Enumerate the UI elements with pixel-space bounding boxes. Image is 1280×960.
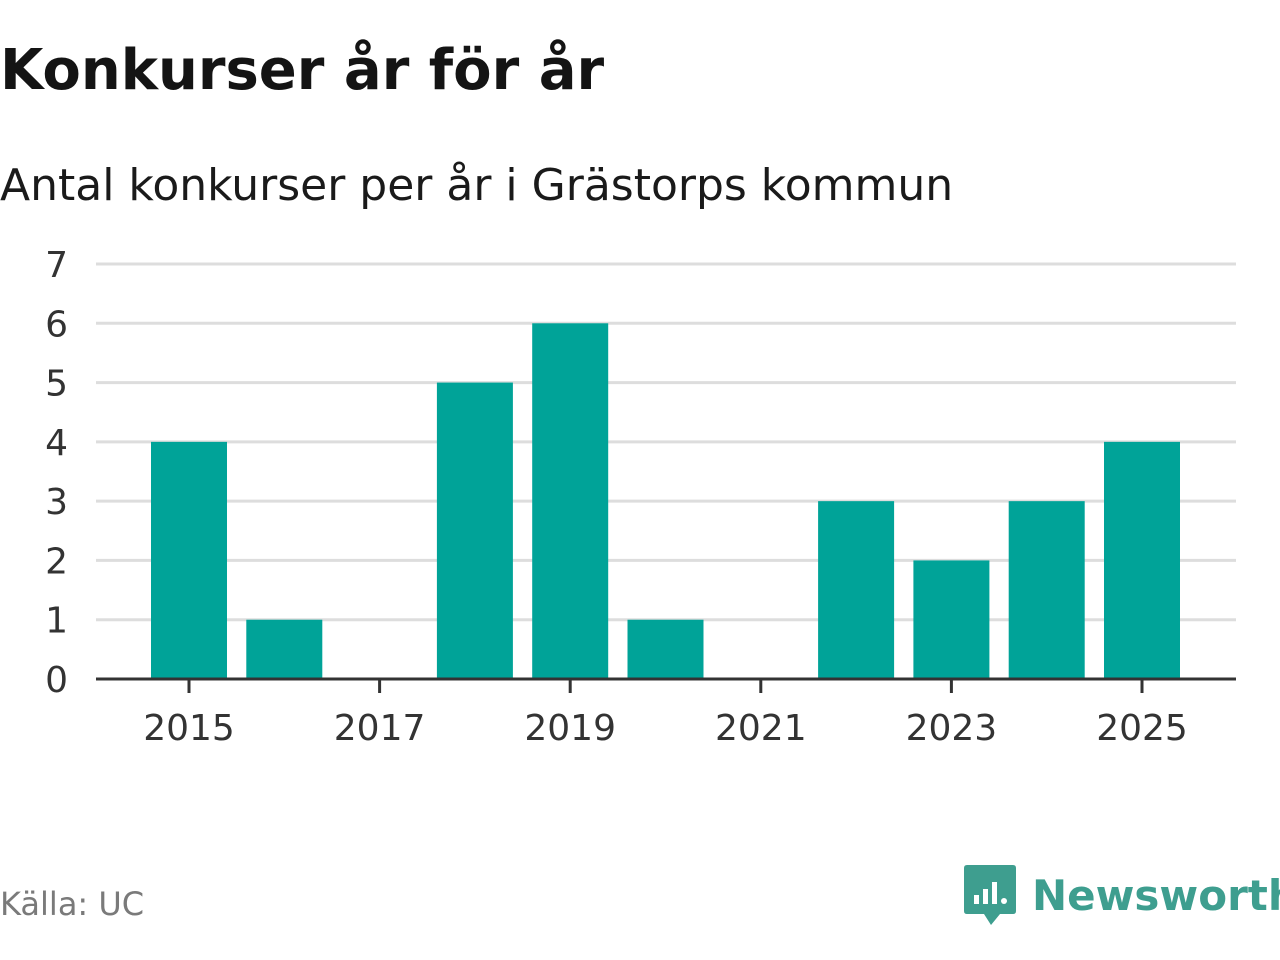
x-axis-ticks: 2015 2017 2019 2021 2023 2025 [143,679,1188,749]
x-tick-label: 2023 [906,708,998,749]
bar [151,441,227,679]
x-tick-label: 2021 [715,708,807,749]
bar [246,619,323,679]
brand-name: Newsworthy [1032,871,1280,920]
x-tick-label: 2025 [1096,708,1188,749]
y-axis-ticks: 0 1 2 3 4 5 6 7 [45,245,68,701]
bar [532,323,609,679]
bar [913,560,990,679]
bar-chart: 0 1 2 3 4 5 6 7 2015 2017 2019 2021 2023 2025 [45,245,1236,749]
y-tick-label: 2 [45,541,68,582]
y-tick-label: 3 [45,482,68,523]
y-tick-label: 6 [45,304,68,345]
brand: Newsworthy [964,864,1280,928]
bar [436,382,513,679]
y-tick-label: 0 [45,660,68,701]
y-tick-label: 4 [45,423,68,464]
x-tick-label: 2017 [334,708,426,749]
chart-title: Konkurser år för år [0,38,605,103]
bar [818,501,895,679]
bar [1008,501,1085,679]
bars [151,323,1180,679]
chart-subtitle: Antal konkurser per år i Grästorps kommu… [0,160,954,211]
y-tick-label: 5 [45,364,68,405]
newsworthy-logo-icon [964,865,1016,925]
x-tick-label: 2019 [524,708,616,749]
y-tick-label: 7 [45,245,68,286]
y-tick-label: 1 [45,601,68,642]
bar [627,619,704,679]
bar [1104,441,1180,679]
source-note: Källa: UC [0,885,145,923]
x-tick-label: 2015 [143,708,235,749]
